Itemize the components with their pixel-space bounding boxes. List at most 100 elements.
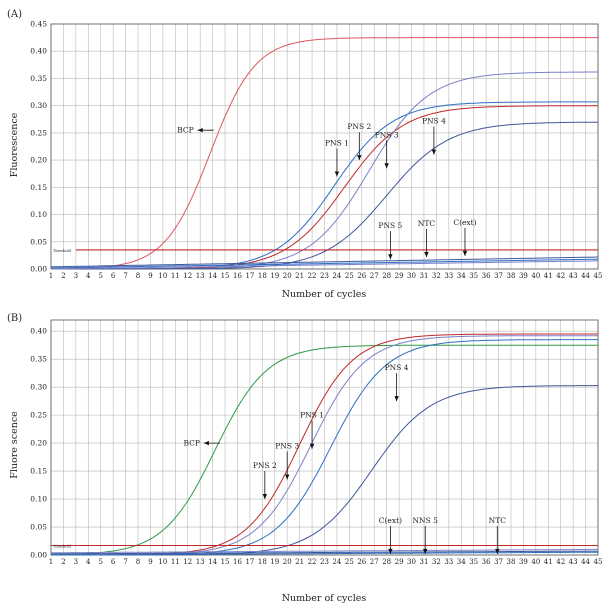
panel-a-x-tick-label: 33 xyxy=(444,272,453,280)
panel-a-annotation-pns-4-label: PNS 4 xyxy=(422,117,446,126)
panel-a-series-ntc xyxy=(51,258,598,269)
panel-b-x-tick-label: 15 xyxy=(221,558,230,566)
panel-b-annotation-bcp-arrowhead xyxy=(203,440,209,446)
panel-a-series-pns-5 xyxy=(51,256,599,268)
panel-a-x-tick-label: 25 xyxy=(345,272,354,280)
panel-a-x-tick-label: 20 xyxy=(283,272,292,280)
panel-a-label: (A) xyxy=(7,9,22,20)
panel-a-annotation-c-ext-arrowhead xyxy=(462,250,468,256)
panel-a-x-tick-label: 44 xyxy=(581,272,590,280)
panel-a-x-tick-label: 9 xyxy=(148,272,152,280)
panel-b-y-tick-label: 0.30 xyxy=(30,383,47,392)
panel-a-annotation-ntc-arrowhead xyxy=(424,252,429,258)
panel-a-x-tick-label: 35 xyxy=(469,272,478,280)
panel-b-annotation-pns-4-arrowhead xyxy=(394,396,399,402)
panel-b-x-tick-label: 13 xyxy=(196,558,205,566)
panel-b-x-tick-label: 26 xyxy=(357,558,366,566)
panel-b-x-tick-label: 17 xyxy=(245,558,254,566)
panel-b-annotation-pns-4-label: PNS 4 xyxy=(385,363,409,372)
panel-b-x-tick-label: 21 xyxy=(295,558,304,566)
panel-b-x-tick-label: 19 xyxy=(270,558,279,566)
panel-b-x-tick-label: 18 xyxy=(258,558,267,566)
panel-a-x-tick-label: 36 xyxy=(482,272,491,280)
panel-b-annotation-pns-2-arrowhead xyxy=(262,494,268,500)
panel-a-y-tick-label: 0.05 xyxy=(30,237,47,246)
panel-a-y-tick-label: 0.25 xyxy=(30,128,47,137)
panel-a-x-tick-label: 3 xyxy=(74,272,78,280)
panel-a-x-tick-label: 2 xyxy=(61,272,65,280)
panel-a-x-tick-label: 18 xyxy=(258,272,267,280)
panel-b-x-tick-label: 42 xyxy=(556,558,565,566)
panel-b-y-tick-label: 0.00 xyxy=(30,551,47,560)
panel-b-x-tick-label: 12 xyxy=(183,558,192,566)
panel-a-x-tick-label: 43 xyxy=(569,272,578,280)
panel-a-y-tick-label: 0.30 xyxy=(30,101,47,110)
panel-a-annotation-pns-5-label: PNS 5 xyxy=(378,221,402,230)
panel-a-x-tick-label: 12 xyxy=(183,272,192,280)
panel-a-x-tick-label: 39 xyxy=(519,272,528,280)
panel-a-x-tick-label: 42 xyxy=(556,272,565,280)
panel-b-annotation-pns-2-label: PNS 2 xyxy=(253,461,277,470)
panel-b-y-tick-label: 0.25 xyxy=(30,411,47,420)
panel-a-x-tick-label: 26 xyxy=(357,272,366,280)
panel-a-y-tick-label: 0.00 xyxy=(30,265,47,274)
panel-a-x-tick-label: 16 xyxy=(233,272,242,280)
panel-b-x-tick-label: 27 xyxy=(370,558,379,566)
panel-b-annotation-c-ext-label: C(ext) xyxy=(379,516,402,525)
panel-b-y-tick-label: 0.40 xyxy=(30,327,47,336)
panel-a-plot-frame xyxy=(50,23,599,270)
panel-b-x-tick-label: 11 xyxy=(171,558,180,566)
panel-b-series-c-ext xyxy=(50,548,598,554)
panel-a-x-tick-label: 37 xyxy=(494,272,503,280)
panel-b-annotation-c-ext-arrowhead xyxy=(388,548,393,554)
panel-a-x-tick-label: 19 xyxy=(270,272,279,280)
panel-a-x-tick-label: 15 xyxy=(221,272,230,280)
panel-b-x-tick-label: 10 xyxy=(158,558,167,566)
panel-b-x-tick-label: 6 xyxy=(111,558,116,566)
panel-a-x-tick-label: 32 xyxy=(432,272,441,280)
panel-a-series-bcp xyxy=(51,37,598,270)
panel-a-x-tick-label: 31 xyxy=(419,272,428,280)
panel-b-plot-frame xyxy=(50,319,599,556)
panel-b-annotation-nns-5-arrowhead xyxy=(422,548,428,554)
panel-a-x-tick-label: 5 xyxy=(98,272,102,280)
panel-b-series-nns-5 xyxy=(51,550,598,555)
panel-a-x-tick-label: 11 xyxy=(171,272,180,280)
panel-b-annotation-bcp-label: BCP xyxy=(183,439,199,448)
panel-a-x-tick-label: 27 xyxy=(370,272,379,280)
panel-b-y-tick-label: 0.15 xyxy=(30,467,47,476)
panel-b-x-tick-label: 32 xyxy=(432,558,441,566)
panel-a-annotation-pns-1-arrowhead xyxy=(334,171,340,177)
panel-b-x-tick-label: 45 xyxy=(594,558,603,566)
panel-b-x-tick-label: 4 xyxy=(86,558,91,566)
panel-b-y-tick-label: 0.20 xyxy=(30,439,47,448)
panel-b-annotation-nns-5-label: NNS 5 xyxy=(412,516,438,525)
panel-b-x-tick-label: 7 xyxy=(123,558,127,566)
panel-b-x-tick-label: 8 xyxy=(136,558,140,566)
panel-a-x-tick-label: 22 xyxy=(308,272,317,280)
panel-b-x-tick-label: 33 xyxy=(444,558,453,566)
panel-b-series-bcp xyxy=(51,344,598,556)
panel-b-annotation-pns-1-arrowhead xyxy=(309,443,315,449)
panel-a-annotation-bcp-arrowhead xyxy=(197,127,203,133)
panel-a-x-tick-label: 7 xyxy=(123,272,127,280)
panel-a-x-tick-label: 6 xyxy=(111,272,116,280)
panel-b-x-tick-label: 35 xyxy=(469,558,478,566)
panel-b-x-tick-label: 40 xyxy=(531,558,540,566)
panel-a-x-tick-label: 17 xyxy=(245,272,254,280)
panel-b-x-tick-label: 3 xyxy=(74,558,78,566)
panel-a-series-pns-4 xyxy=(51,121,598,270)
panel-a-x-tick-label: 13 xyxy=(196,272,205,280)
panel-b-threshold-label: Threshold xyxy=(53,544,72,548)
panel-a-x-tick-label: 28 xyxy=(382,272,391,280)
panel-b-x-tick-label: 30 xyxy=(407,558,416,566)
panel-a-y-axis-label: Fluorescence xyxy=(9,112,20,177)
panel-b-annotation-pns-3-arrowhead xyxy=(285,474,290,480)
panel-b-x-tick-label: 14 xyxy=(208,558,217,566)
panel-b-x-tick-label: 20 xyxy=(283,558,292,566)
panel-a-x-tick-label: 41 xyxy=(544,272,553,280)
panel-a-annotation-pns-5-arrowhead xyxy=(388,254,393,260)
panel-a-x-tick-label: 24 xyxy=(332,272,341,280)
panel-a-x-tick-label: 29 xyxy=(395,272,404,280)
